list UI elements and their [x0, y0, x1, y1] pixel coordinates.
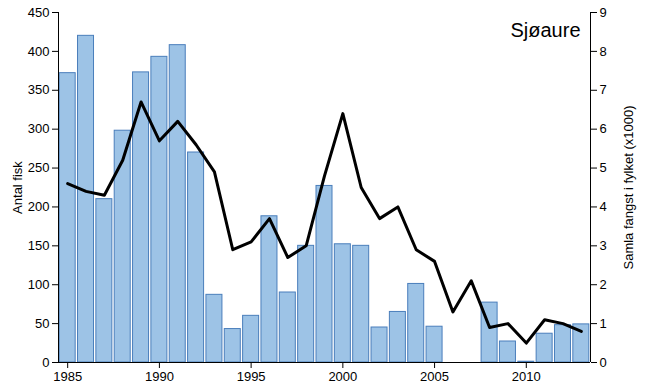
svg-text:Samla fangst i fylket (x1000): Samla fangst i fylket (x1000): [621, 105, 636, 269]
svg-text:50: 50: [35, 316, 49, 331]
svg-text:300: 300: [28, 121, 50, 136]
svg-text:350: 350: [28, 82, 50, 97]
svg-text:250: 250: [28, 160, 50, 175]
svg-text:1995: 1995: [237, 369, 266, 384]
svg-text:7: 7: [600, 82, 607, 97]
svg-text:1985: 1985: [53, 369, 82, 384]
svg-text:8: 8: [600, 44, 607, 59]
svg-text:2000: 2000: [328, 369, 357, 384]
svg-text:2005: 2005: [420, 369, 449, 384]
svg-text:0: 0: [42, 355, 49, 370]
svg-text:5: 5: [600, 160, 607, 175]
svg-text:400: 400: [28, 44, 50, 59]
svg-text:100: 100: [28, 277, 50, 292]
svg-text:450: 450: [28, 5, 50, 20]
svg-text:Antal fisk: Antal fisk: [10, 161, 25, 214]
svg-text:200: 200: [28, 199, 50, 214]
svg-text:2: 2: [600, 277, 607, 292]
svg-text:150: 150: [28, 238, 50, 253]
svg-text:1: 1: [600, 316, 607, 331]
svg-text:3: 3: [600, 238, 607, 253]
svg-text:6: 6: [600, 121, 607, 136]
svg-text:9: 9: [600, 5, 607, 20]
svg-text:1990: 1990: [145, 369, 174, 384]
svg-text:0: 0: [600, 355, 607, 370]
svg-text:4: 4: [600, 199, 607, 214]
svg-text:2010: 2010: [512, 369, 541, 384]
svg-text:Sjøaure: Sjøaure: [510, 19, 580, 41]
